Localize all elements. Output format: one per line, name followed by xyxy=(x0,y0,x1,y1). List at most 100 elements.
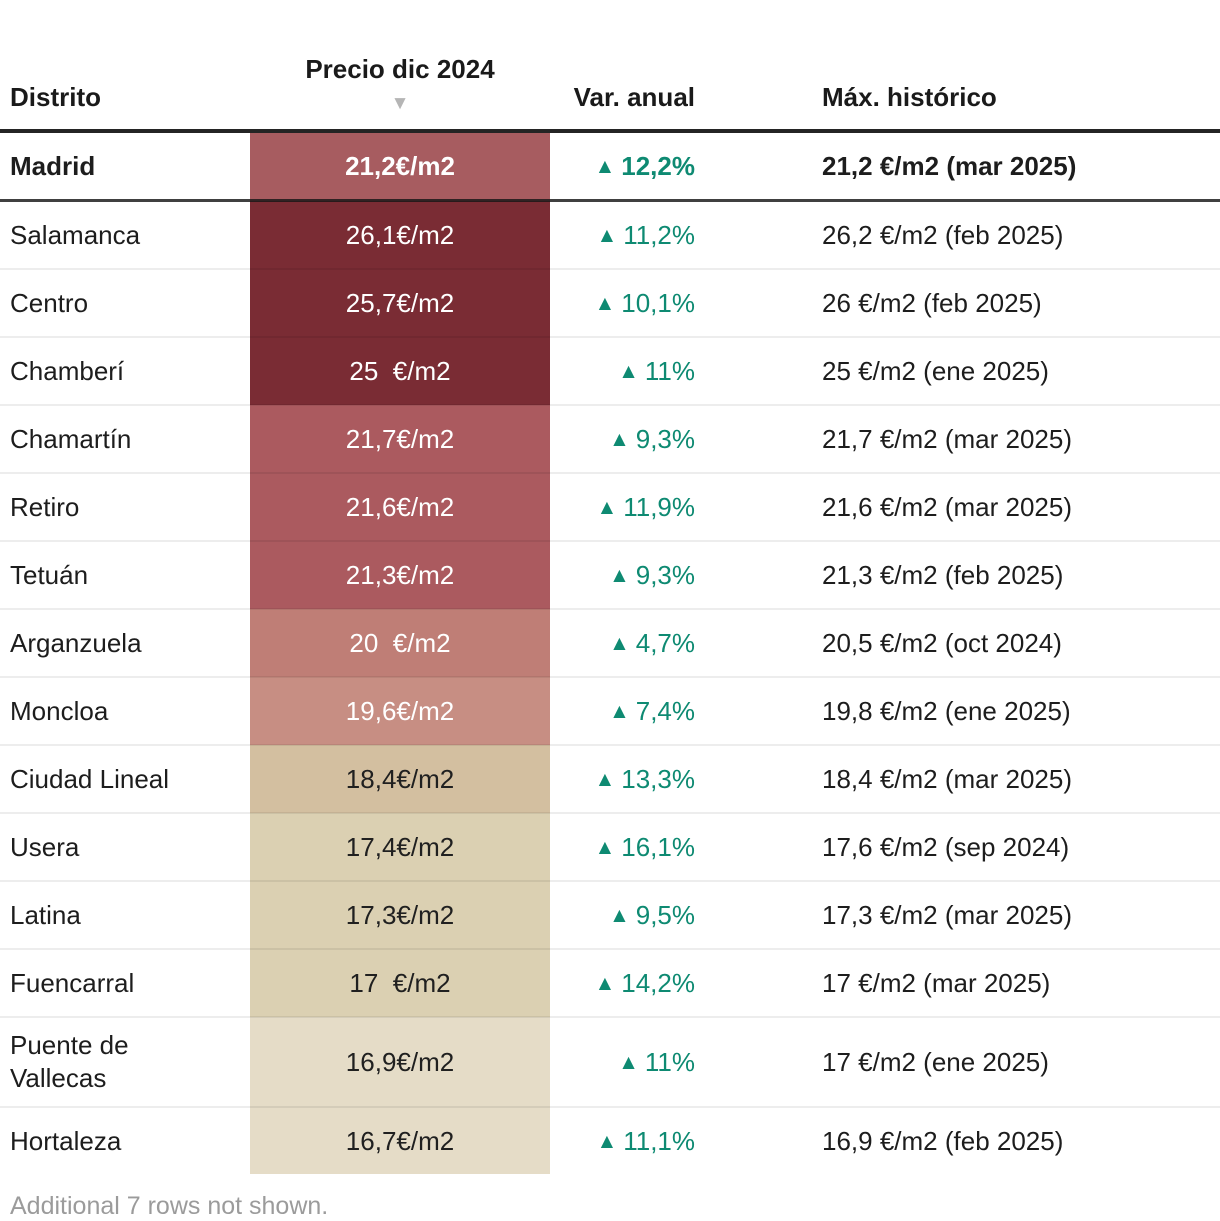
var-value: 13,3% xyxy=(621,763,695,794)
max-cell: 20,5 €/m2 (oct 2024) xyxy=(740,609,1220,678)
district-name: Ciudad Lineal xyxy=(0,745,250,814)
price-cell: 25,7€/m2 xyxy=(250,269,550,338)
table-row: Usera 17,4€/m2 ▲ 16,1% 17,6 €/m2 (sep 202… xyxy=(0,813,1220,882)
var-cell: ▲ 9,3% xyxy=(550,541,740,610)
price-cell: 17,4€/m2 xyxy=(250,813,550,882)
column-header-var-anual-label: Var. anual xyxy=(573,81,695,112)
table-row: Madrid 21,2€/m2 ▲ 12,2% 21,2 €/m2 (mar 20… xyxy=(0,131,1220,202)
price-cell: 21,2€/m2 xyxy=(250,131,550,202)
var-value: 14,2% xyxy=(621,967,695,998)
district-name: Fuencarral xyxy=(0,949,250,1018)
var-cell: ▲ 11% xyxy=(550,337,740,406)
column-header-distrito-label: Distrito xyxy=(10,81,101,112)
var-value: 11,1% xyxy=(623,1125,695,1156)
column-header-var-anual: Var. anual xyxy=(550,0,740,133)
price-cell: 26,1€/m2 xyxy=(250,200,550,270)
trend-up-icon: ▲ xyxy=(618,1050,639,1074)
table-row: Hortaleza 16,7€/m2 ▲ 11,1% 16,9 €/m2 (feb… xyxy=(0,1107,1220,1174)
max-cell: 17,6 €/m2 (sep 2024) xyxy=(740,813,1220,882)
trend-up-icon: ▲ xyxy=(596,495,618,519)
price-cell: 17,3€/m2 xyxy=(250,881,550,950)
var-cell: ▲ 13,3% xyxy=(550,745,740,814)
table-row: Ciudad Lineal 18,4€/m2 ▲ 13,3% 18,4 €/m2 … xyxy=(0,745,1220,814)
district-name: Chamberí xyxy=(0,337,250,406)
var-value: 9,5% xyxy=(635,899,695,930)
var-value: 11,2% xyxy=(623,219,695,250)
var-cell: ▲ 9,5% xyxy=(550,881,740,950)
header-row: Distrito Precio dic 2024 ▼ Var. anual Má… xyxy=(0,0,1220,133)
max-cell: 17,3 €/m2 (mar 2025) xyxy=(740,881,1220,950)
var-value: 9,3% xyxy=(635,559,695,590)
sort-desc-icon[interactable]: ▼ xyxy=(390,93,410,114)
trend-up-icon: ▲ xyxy=(609,699,630,723)
trend-up-icon: ▲ xyxy=(609,903,630,927)
price-cell: 21,7€/m2 xyxy=(250,405,550,474)
max-cell: 26 €/m2 (feb 2025) xyxy=(740,269,1220,338)
var-value: 4,7% xyxy=(635,627,695,658)
var-cell: ▲ 11,1% xyxy=(550,1107,740,1174)
table-row: Moncloa 19,6€/m2 ▲ 7,4% 19,8 €/m2 (ene 20… xyxy=(0,677,1220,746)
rows-not-shown-note: Additional 7 rows not shown. xyxy=(10,1192,329,1220)
column-header-precio-label: Precio dic 2024 xyxy=(305,53,495,84)
column-header-max-historico-label: Máx. histórico xyxy=(822,81,997,112)
table-row: Chamartín 21,7€/m2 ▲ 9,3% 21,7 €/m2 (mar … xyxy=(0,405,1220,474)
district-name: Centro xyxy=(0,269,250,338)
trend-up-icon: ▲ xyxy=(609,427,630,451)
price-cell: 18,4€/m2 xyxy=(250,745,550,814)
price-cell: 25 €/m2 xyxy=(250,337,550,406)
trend-up-icon: ▲ xyxy=(594,154,616,178)
district-name: Moncloa xyxy=(0,677,250,746)
var-cell: ▲ 4,7% xyxy=(550,609,740,678)
max-cell: 19,8 €/m2 (ene 2025) xyxy=(740,677,1220,746)
column-header-precio[interactable]: Precio dic 2024 ▼ xyxy=(250,0,550,133)
district-name: Chamartín xyxy=(0,405,250,474)
price-cell: 17 €/m2 xyxy=(250,949,550,1018)
max-cell: 25 €/m2 (ene 2025) xyxy=(740,337,1220,406)
trend-up-icon: ▲ xyxy=(596,1129,618,1153)
price-cell: 16,9€/m2 xyxy=(250,1017,550,1108)
district-name: Usera xyxy=(0,813,250,882)
max-cell: 21,7 €/m2 (mar 2025) xyxy=(740,405,1220,474)
var-value: 7,4% xyxy=(635,695,695,726)
district-name: Puente de Vallecas xyxy=(0,1017,250,1108)
table-header: Distrito Precio dic 2024 ▼ Var. anual Má… xyxy=(0,0,1220,133)
district-name: Retiro xyxy=(0,473,250,542)
table-body: Madrid 21,2€/m2 ▲ 12,2% 21,2 €/m2 (mar 20… xyxy=(0,131,1220,1174)
district-name: Latina xyxy=(0,881,250,950)
district-name: Arganzuela xyxy=(0,609,250,678)
price-cell: 19,6€/m2 xyxy=(250,677,550,746)
max-cell: 18,4 €/m2 (mar 2025) xyxy=(740,745,1220,814)
var-cell: ▲ 11,2% xyxy=(550,200,740,270)
table-row: Puente de Vallecas 16,9€/m2 ▲ 11% 17 €/m2… xyxy=(0,1017,1220,1108)
var-value: 9,3% xyxy=(635,423,695,454)
max-cell: 26,2 €/m2 (feb 2025) xyxy=(740,200,1220,270)
var-value: 11% xyxy=(644,355,695,386)
price-cell: 21,3€/m2 xyxy=(250,541,550,610)
trend-up-icon: ▲ xyxy=(609,631,630,655)
trend-up-icon: ▲ xyxy=(594,971,616,995)
table-row: Latina 17,3€/m2 ▲ 9,5% 17,3 €/m2 (mar 202… xyxy=(0,881,1220,950)
table-row: Fuencarral 17 €/m2 ▲ 14,2% 17 €/m2 (mar 2… xyxy=(0,949,1220,1018)
district-name: Salamanca xyxy=(0,200,250,270)
var-value: 12,2% xyxy=(621,150,695,181)
var-value: 10,1% xyxy=(621,287,695,318)
var-value: 16,1% xyxy=(621,831,695,862)
column-header-max-historico: Máx. histórico xyxy=(740,0,1220,133)
trend-up-icon: ▲ xyxy=(609,563,630,587)
var-cell: ▲ 11% xyxy=(550,1017,740,1108)
trend-up-icon: ▲ xyxy=(596,223,618,247)
max-cell: 16,9 €/m2 (feb 2025) xyxy=(822,1125,1064,1156)
max-cell: 21,2 €/m2 (mar 2025) xyxy=(740,131,1220,202)
trend-up-icon: ▲ xyxy=(594,835,616,859)
max-cell: 17 €/m2 (ene 2025) xyxy=(740,1017,1220,1108)
var-cell: ▲ 16,1% xyxy=(550,813,740,882)
var-cell: ▲ 11,9% xyxy=(550,473,740,542)
table-row: Salamanca 26,1€/m2 ▲ 11,2% 26,2 €/m2 (feb… xyxy=(0,200,1220,270)
var-cell: ▲ 9,3% xyxy=(550,405,740,474)
table-row: Tetuán 21,3€/m2 ▲ 9,3% 21,3 €/m2 (feb 202… xyxy=(0,541,1220,610)
trend-up-icon: ▲ xyxy=(594,291,616,315)
max-cell: 21,6 €/m2 (mar 2025) xyxy=(740,473,1220,542)
var-cell: ▲ 12,2% xyxy=(550,131,740,202)
var-value: 11% xyxy=(644,1046,695,1077)
max-cell: 21,3 €/m2 (feb 2025) xyxy=(740,541,1220,610)
